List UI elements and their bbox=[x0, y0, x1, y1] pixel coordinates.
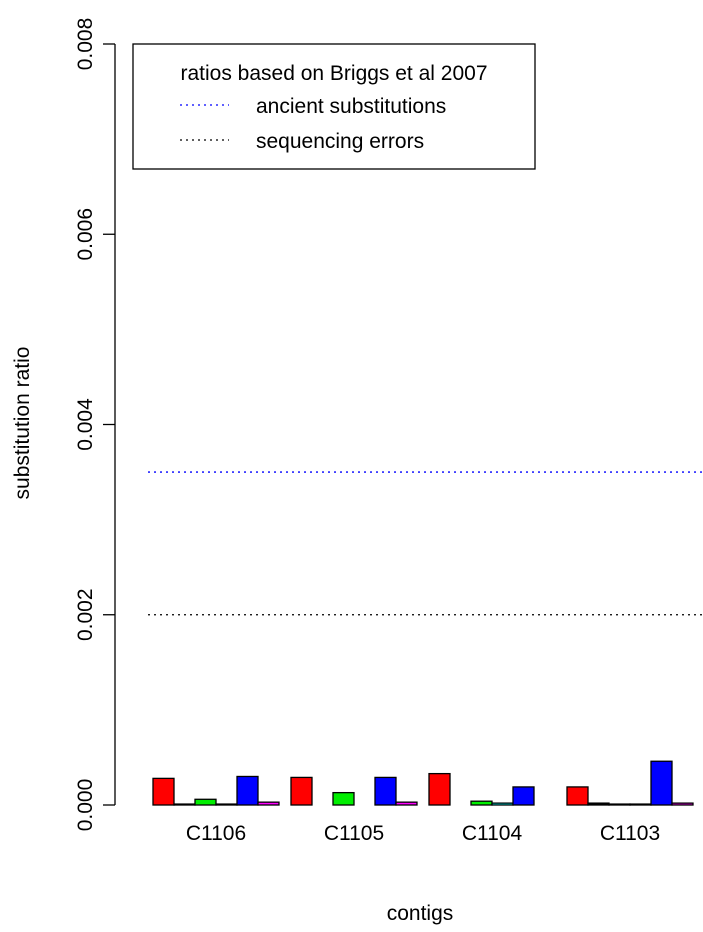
bar bbox=[650, 760, 673, 806]
y-tick-label: 0.000 bbox=[74, 779, 97, 832]
y-axis-label: substitution ratio bbox=[11, 347, 34, 500]
y-axis: 0.000 0.002 0.004 0.006 0.008 bbox=[74, 18, 116, 832]
bar bbox=[290, 776, 313, 806]
x-tick-label: C1103 bbox=[600, 822, 660, 845]
bar bbox=[428, 772, 451, 806]
x-axis-label: contigs bbox=[387, 902, 454, 925]
bar bbox=[566, 786, 589, 806]
x-tick-label: C1106 bbox=[186, 822, 246, 845]
bar bbox=[470, 800, 493, 806]
bar bbox=[587, 802, 610, 806]
bar bbox=[173, 803, 196, 806]
x-tick-label: C1104 bbox=[462, 822, 523, 845]
bar bbox=[374, 776, 397, 806]
reference-lines bbox=[148, 471, 703, 616]
y-tick-label: 0.002 bbox=[74, 588, 97, 641]
y-tick-label: 0.008 bbox=[74, 18, 97, 71]
bar bbox=[194, 798, 217, 806]
y-tick-label: 0.006 bbox=[74, 208, 97, 261]
bar bbox=[236, 775, 259, 806]
bar bbox=[608, 803, 631, 806]
y-tick-label: 0.004 bbox=[74, 398, 97, 451]
x-tick-label: C1105 bbox=[324, 822, 384, 845]
bar bbox=[629, 803, 652, 806]
bar bbox=[491, 802, 514, 806]
legend: ratios based on Briggs et al 2007 ancien… bbox=[132, 43, 536, 170]
bar bbox=[395, 801, 418, 806]
bar bbox=[512, 786, 535, 806]
bar bbox=[671, 802, 694, 806]
legend-entry-sequencing: sequencing errors bbox=[256, 130, 424, 153]
bar bbox=[257, 801, 280, 806]
bars bbox=[152, 760, 694, 806]
legend-box bbox=[132, 43, 536, 170]
legend-title: ratios based on Briggs et al 2007 bbox=[180, 62, 487, 85]
legend-entry-ancient: ancient substitutions bbox=[256, 95, 446, 118]
bar bbox=[332, 791, 355, 806]
bar bbox=[152, 777, 175, 806]
x-tick-labels: C1106 C1105 C1104 C1103 bbox=[186, 822, 660, 845]
bar bbox=[215, 803, 238, 806]
